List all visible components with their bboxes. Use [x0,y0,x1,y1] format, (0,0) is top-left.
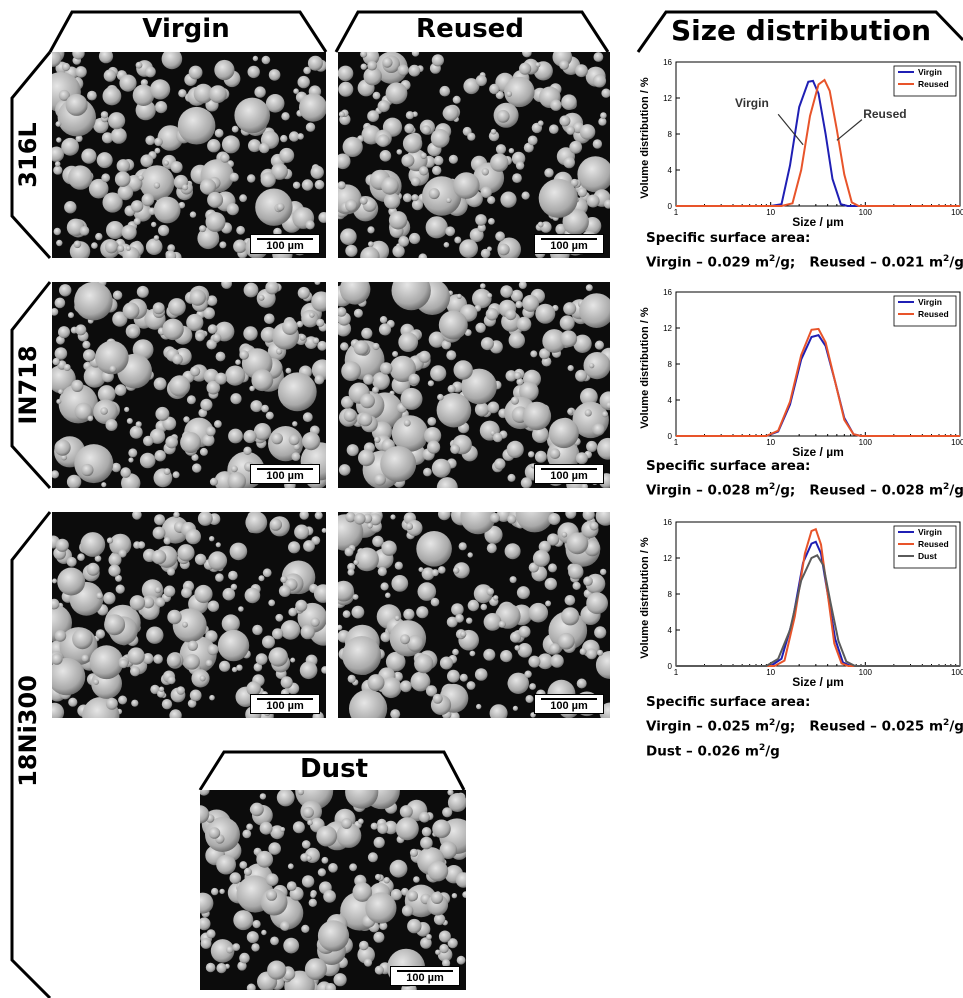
particle-texture [338,282,610,488]
legend-label: Reused [918,309,949,319]
y-axis-label: Volume distribution / % [639,77,651,199]
sem-image-18ni300-reused: 100 µm [338,512,610,718]
x-tick-label: 10 [766,668,775,677]
annotation-label: Reused [863,107,906,121]
chart-svg: 0 4 8 12 16 1 10 100 1000 Size / µm Volume distrib… [639,58,963,229]
surface-area-title: Specific surface area: [646,458,811,474]
header-virgin: Virgin [142,14,230,44]
y-tick-label: 12 [663,94,672,103]
series-line-virgin [676,79,960,207]
row-label-316l: 316L [14,122,42,188]
annotation-arrow [777,113,804,146]
y-tick-label: 4 [668,166,673,175]
x-tick-label: 100 [859,668,873,677]
x-tick-label: 1000 [951,208,963,217]
surface-area-316l: Specific surface area: Virgin – 0.029 m2… [646,228,963,274]
surface-area-values: Virgin – 0.029 m2/g; Reused – 0.021 m2/g [646,254,963,271]
y-tick-label: 4 [668,626,673,635]
scale-bar: 100 µm [390,966,460,986]
sem-image-18ni300-dust: 100 µm [200,790,466,990]
particle-texture [52,52,326,258]
y-tick-label: 0 [668,202,673,211]
scale-bar: 100 µm [250,234,320,254]
header-size-distribution: Size distribution [670,14,932,47]
x-tick-label: 100 [859,208,873,217]
y-tick-label: 8 [668,360,673,369]
legend-label: Reused [918,79,949,89]
surface-area-18ni300: Specific surface area: Virgin – 0.025 m2… [646,692,963,762]
header-reused: Reused [416,14,524,44]
series-line-dust [676,554,960,667]
row-label-in718: IN718 [14,345,42,425]
particle-texture [52,512,326,718]
legend-label: Reused [918,539,949,549]
x-axis-label: Size / µm [792,675,844,688]
x-tick-label: 10 [766,208,775,217]
series-line-reused [676,527,960,667]
surface-area-title: Specific surface area: [646,694,811,710]
y-tick-label: 16 [663,58,672,67]
y-tick-label: 12 [663,554,672,563]
x-tick-label: 1000 [951,668,963,677]
surface-area-values: Virgin – 0.028 m2/g; Reused – 0.028 m2/g [646,482,963,499]
series-line-virgin [676,540,960,667]
x-tick-label: 1 [674,438,679,447]
legend-label: Virgin [918,67,942,77]
y-tick-label: 16 [663,288,672,297]
chart-svg: 0 4 8 12 16 1 10 100 1000 Size / µm Volume distrib… [639,518,963,689]
y-tick-label: 0 [668,432,673,441]
x-axis-label: Size / µm [792,215,844,228]
scale-bar: 100 µm [534,694,604,714]
x-tick-label: 10 [766,438,775,447]
scale-bar: 100 µm [534,464,604,484]
y-tick-label: 12 [663,324,672,333]
particle-texture [52,282,326,488]
legend-label: Virgin [918,297,942,307]
particle-texture [338,52,610,258]
series-line-reused [676,327,960,437]
series-line-virgin [676,334,960,437]
x-axis-label: Size / µm [792,445,844,458]
annotation-arrow [836,119,863,141]
legend-label: Virgin [918,527,942,537]
series-line-reused [676,78,960,207]
sem-image-316l-reused: 100 µm [338,52,610,258]
y-axis-label: Volume distribution / % [639,307,651,429]
size-distribution-chart-316l: 0 4 8 12 16 1 10 100 1000 Size / µm Volume distrib… [636,52,963,229]
sem-image-in718-reused: 100 µm [338,282,610,488]
chart-svg: 0 4 8 12 16 1 10 100 1000 Size / µm Volume distrib… [639,288,963,459]
x-tick-label: 1 [674,668,679,677]
y-axis-label: Volume distribution / % [639,537,651,659]
sem-image-18ni300-virgin: 100 µm [52,512,326,718]
header-dust: Dust [300,754,368,784]
sem-image-in718-virgin: 100 µm [52,282,326,488]
y-tick-label: 16 [663,518,672,527]
x-tick-label: 1 [674,208,679,217]
size-distribution-chart-18ni300: 0 4 8 12 16 1 10 100 1000 Size / µm Volume distrib… [636,512,963,689]
size-distribution-chart-in718: 0 4 8 12 16 1 10 100 1000 Size / µm Volume distrib… [636,282,963,459]
y-tick-label: 8 [668,130,673,139]
scale-bar: 100 µm [250,464,320,484]
scale-bar: 100 µm [534,234,604,254]
legend-label: Dust [918,551,937,561]
sem-image-316l-virgin: 100 µm [52,52,326,258]
particle-texture [200,790,466,990]
annotation-label: Virgin [735,96,769,110]
y-tick-label: 8 [668,590,673,599]
x-tick-label: 1000 [951,438,963,447]
y-tick-label: 0 [668,662,673,671]
surface-area-title: Specific surface area: [646,230,811,246]
scale-bar: 100 µm [250,694,320,714]
surface-area-dust: Dust – 0.026 m2/g [646,742,780,760]
y-tick-label: 4 [668,396,673,405]
surface-area-in718: Specific surface area: Virgin – 0.028 m2… [646,456,963,502]
row-label-18ni300: 18Ni300 [14,675,42,787]
particle-texture [338,512,610,718]
surface-area-values: Virgin – 0.025 m2/g; Reused – 0.025 m2/g… [646,718,963,735]
x-tick-label: 100 [859,438,873,447]
